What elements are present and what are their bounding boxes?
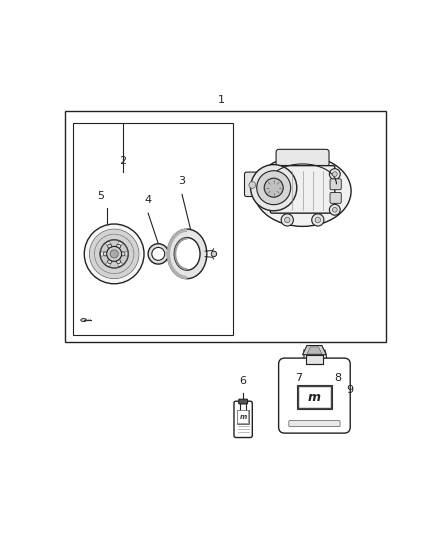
Circle shape: [332, 207, 337, 212]
Circle shape: [211, 251, 217, 256]
Circle shape: [285, 217, 290, 223]
Bar: [65, 111, 386, 342]
Bar: [297, 385, 332, 409]
Circle shape: [329, 168, 340, 180]
Text: m: m: [308, 391, 321, 403]
Ellipse shape: [174, 238, 200, 270]
Circle shape: [103, 252, 107, 256]
Circle shape: [108, 260, 112, 264]
Circle shape: [264, 178, 283, 197]
Polygon shape: [81, 319, 87, 321]
Text: 4: 4: [145, 195, 152, 205]
Text: 3: 3: [179, 176, 186, 186]
Wedge shape: [101, 255, 110, 264]
Text: 2: 2: [119, 156, 126, 166]
Bar: [238, 411, 248, 423]
FancyBboxPatch shape: [239, 399, 247, 404]
Circle shape: [152, 247, 165, 260]
FancyBboxPatch shape: [270, 166, 335, 213]
Circle shape: [257, 171, 291, 205]
Polygon shape: [303, 345, 326, 354]
FancyBboxPatch shape: [234, 401, 252, 438]
Circle shape: [121, 252, 125, 256]
Circle shape: [110, 250, 118, 258]
Circle shape: [108, 244, 112, 248]
Bar: [306, 355, 323, 364]
FancyBboxPatch shape: [289, 421, 340, 427]
Circle shape: [148, 244, 169, 264]
Circle shape: [281, 214, 293, 226]
Text: m: m: [240, 414, 247, 420]
Circle shape: [117, 244, 120, 248]
Text: 7: 7: [296, 373, 303, 383]
Bar: [299, 387, 330, 407]
Wedge shape: [119, 255, 127, 264]
Circle shape: [332, 172, 337, 176]
Circle shape: [329, 204, 340, 215]
Bar: [74, 123, 233, 335]
Bar: [240, 403, 246, 411]
Circle shape: [251, 165, 297, 211]
Wedge shape: [101, 244, 110, 253]
Wedge shape: [110, 240, 119, 247]
Ellipse shape: [167, 229, 207, 279]
Wedge shape: [119, 244, 127, 253]
Ellipse shape: [254, 156, 351, 227]
Circle shape: [117, 260, 120, 264]
Circle shape: [312, 214, 324, 226]
FancyBboxPatch shape: [244, 172, 262, 197]
Text: 5: 5: [97, 191, 104, 201]
Circle shape: [249, 182, 256, 188]
Text: 1: 1: [218, 94, 225, 104]
FancyBboxPatch shape: [276, 149, 329, 167]
Text: 8: 8: [335, 373, 342, 383]
Circle shape: [315, 217, 321, 223]
FancyBboxPatch shape: [330, 192, 341, 203]
FancyBboxPatch shape: [279, 358, 350, 433]
Circle shape: [100, 240, 128, 268]
Text: 6: 6: [240, 376, 247, 386]
Wedge shape: [110, 261, 119, 268]
Bar: [237, 410, 249, 424]
Circle shape: [84, 224, 144, 284]
FancyBboxPatch shape: [330, 179, 341, 190]
Text: 9: 9: [346, 385, 353, 395]
Polygon shape: [307, 347, 322, 354]
Circle shape: [107, 246, 122, 261]
